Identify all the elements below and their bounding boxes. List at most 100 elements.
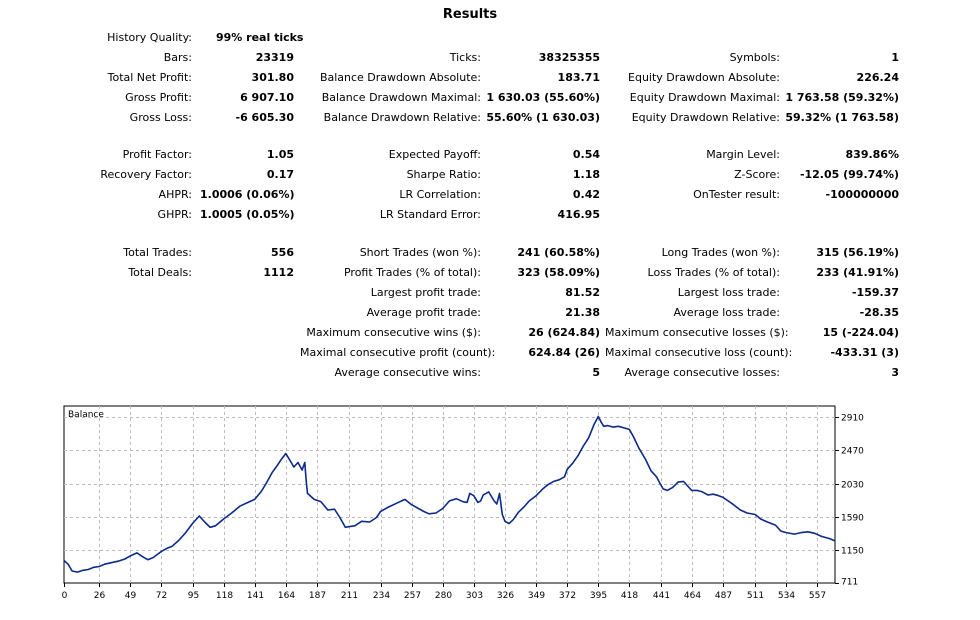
col3-value: 15 (-224.04) [822, 326, 899, 339]
history-quality-value: 99% real ticks [216, 31, 304, 44]
col3-value: -100000000 [825, 188, 899, 201]
balance-chart-panel: 0 26 49 72 95 118 141 164 187 211 234 257 280 303 326 3… [0, 398, 980, 620]
x-tick-label: 557 [809, 591, 826, 601]
balance-line [63, 415, 836, 573]
col1-value: 23319 [255, 51, 294, 64]
x-tick-label: 349 [528, 591, 545, 601]
plot-area [63, 405, 836, 584]
col1-label: Recovery Factor: [100, 168, 192, 181]
col3-label: Symbols: [729, 51, 780, 64]
chart-title: Balance [68, 410, 104, 420]
x-tick-label: 187 [309, 591, 326, 601]
col2-value: 183.71 [557, 71, 600, 84]
y-tick-label: 2470 [841, 447, 864, 457]
col1-value: 301.80 [251, 71, 294, 84]
col2-value: 1.18 [572, 168, 600, 181]
col3-value: 1 [891, 51, 899, 64]
col2-value: 21.38 [565, 306, 600, 319]
x-tick-label: 326 [497, 591, 514, 601]
col3-value: 315 (56.19%) [816, 246, 899, 259]
x-tick-label: 441 [653, 591, 670, 601]
x-tick-label: 487 [715, 591, 732, 601]
col1-label: Profit Factor: [122, 148, 192, 161]
col3-value: -433.31 (3) [830, 346, 899, 359]
x-tick-label: 211 [341, 591, 358, 601]
x-tick-label: 72 [156, 591, 167, 601]
col1-label: Bars: [163, 51, 192, 64]
x-tick-label: 418 [621, 591, 638, 601]
col2-value: 38325355 [538, 51, 600, 64]
col2-value: 55.60% (1 630.03) [486, 111, 600, 124]
x-tick-label: 0 [62, 591, 68, 601]
col2-label: Balance Drawdown Relative: [323, 111, 481, 124]
x-tick-label: 534 [778, 591, 795, 601]
col3-value: 59.32% (1 763.58) [785, 111, 899, 124]
col1-label: Total Net Profit: [107, 71, 192, 84]
col2-label: Short Trades (won %): [359, 246, 481, 259]
col3-label: Equity Drawdown Maximal: [629, 91, 780, 104]
col1-value: 6 907.10 [240, 91, 294, 104]
col2-value: 416.95 [557, 208, 600, 221]
col2-value: 323 (58.09%) [517, 266, 600, 279]
col2-label: LR Standard Error: [379, 208, 481, 221]
col2-label: Expected Payoff: [388, 148, 481, 161]
col3-label: Long Trades (won %): [661, 246, 780, 259]
balance-chart: 0 26 49 72 95 118 141 164 187 211 234 257 280 303 326 3… [62, 405, 864, 601]
col3-label: Equity Drawdown Absolute: [628, 71, 780, 84]
col1-label: Total Trades: [123, 246, 192, 259]
x-tick-label: 234 [373, 591, 390, 601]
col1-value: 1112 [263, 266, 294, 279]
col2-value: 81.52 [565, 286, 600, 299]
col3-label: Average consecutive losses: [624, 366, 780, 379]
col3-value: -28.35 [859, 306, 899, 319]
col2-label: LR Correlation: [399, 188, 481, 201]
col1-label: Gross Profit: [125, 91, 192, 104]
col2-label: Ticks: [449, 51, 481, 64]
col1-label: Total Deals: [128, 266, 192, 279]
col3-label: OnTester result: [693, 188, 780, 201]
col2-label: Balance Drawdown Maximal: [321, 91, 481, 104]
col1-value: 1.05 [266, 148, 294, 161]
col1-value: 556 [271, 246, 294, 259]
col1-value: 1.0005 (0.05%) [200, 208, 295, 221]
col2-value: 5 [592, 366, 600, 379]
x-tick-label: 372 [559, 591, 576, 601]
x-tick-label: 164 [278, 591, 295, 601]
col3-label: Average loss trade: [673, 306, 780, 319]
x-tick-label: 280 [435, 591, 452, 601]
col3-label: Margin Level: [706, 148, 780, 161]
col3-value: -159.37 [851, 286, 899, 299]
x-tick-label: 141 [247, 591, 264, 601]
x-tick-label: 511 [747, 591, 764, 601]
y-tick-label: 1150 [841, 547, 864, 557]
x-tick-label: 118 [216, 591, 233, 601]
col2-label: Maximum consecutive wins ($): [306, 326, 481, 339]
col3-value: 1 763.58 (59.32%) [785, 91, 899, 104]
x-tick-label: 395 [590, 591, 607, 601]
col2-label: Sharpe Ratio: [406, 168, 481, 181]
col2-label: Maximal consecutive profit (count): [300, 346, 496, 359]
col3-label: Equity Drawdown Relative: [631, 111, 780, 124]
col1-label: GHPR: [157, 208, 192, 221]
col1-value: -6 605.30 [235, 111, 295, 124]
col3-label: Loss Trades (% of total): [647, 266, 780, 279]
y-tick-label: 1590 [841, 514, 864, 524]
col3-value: 233 (41.91%) [816, 266, 899, 279]
col2-label: Average profit trade: [366, 306, 481, 319]
col1-value: 0.17 [266, 168, 294, 181]
col3-value: 839.86% [845, 148, 899, 161]
col3-value: 226.24 [856, 71, 899, 84]
col2-label: Profit Trades (% of total): [343, 266, 481, 279]
x-tick-label: 257 [404, 591, 421, 601]
col3-label: Maximum consecutive losses ($): [605, 326, 789, 339]
col2-value: 0.42 [572, 188, 600, 201]
col2-value: 624.84 (26) [528, 346, 600, 359]
col1-label: Gross Loss: [129, 111, 192, 124]
col3-label: Largest loss trade: [677, 286, 780, 299]
col2-value: 241 (60.58%) [517, 246, 600, 259]
history-quality-label: History Quality: [107, 31, 192, 44]
x-tick-label: 49 [125, 591, 137, 601]
col1-label: AHPR: [158, 188, 192, 201]
y-tick-label: 2030 [841, 481, 864, 491]
y-tick-label: 2910 [841, 414, 864, 424]
